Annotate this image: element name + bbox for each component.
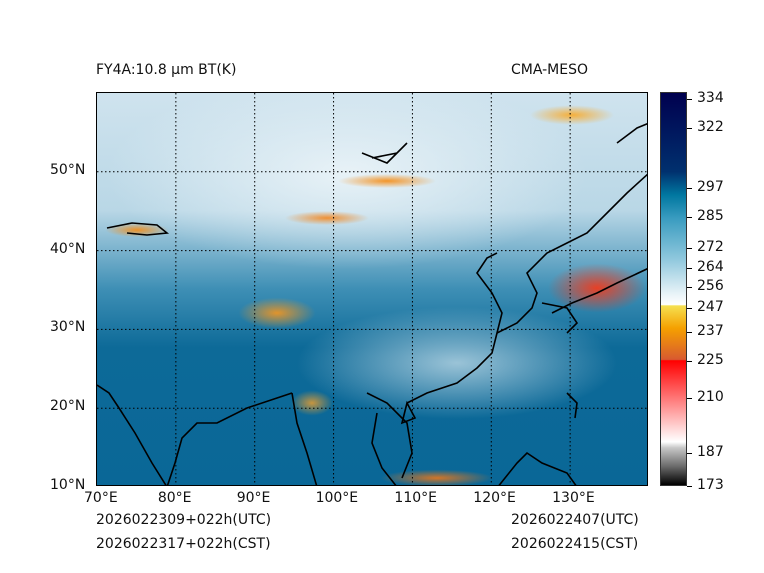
colorbar-tick <box>687 217 692 218</box>
colorbar-tick-label: 173 <box>697 477 724 493</box>
latitude-label: 30°N <box>50 319 86 336</box>
longitude-label: 90°E <box>236 490 271 506</box>
valid-time-cst: 2026022415(CST) <box>511 536 639 552</box>
latitude-label: 40°N <box>50 240 86 257</box>
longitude-label: 80°E <box>157 490 192 506</box>
colorbar-tick-label: 334 <box>697 90 724 106</box>
longitude-label: 120°E <box>473 490 516 506</box>
colorbar-tick <box>687 453 692 454</box>
longitude-label: 70°E <box>84 490 118 506</box>
colorbar-tick-label: 187 <box>697 444 724 460</box>
colorbar-tick-label: 247 <box>697 299 724 315</box>
colorbar-tick <box>687 361 692 362</box>
init-time-cst: 2026022317+022h(CST) <box>96 536 271 552</box>
colorbar-tick <box>687 268 692 269</box>
colorbar-tick <box>687 486 692 487</box>
colorbar-tick-label: 210 <box>697 389 724 405</box>
colorbar-tick-label: 256 <box>697 278 724 294</box>
satellite-map <box>96 92 648 486</box>
colorbar-tick <box>687 99 692 100</box>
latitude-label: 10°N <box>50 477 86 493</box>
colorbar-tick <box>687 128 692 129</box>
colorbar-tick-label: 264 <box>697 259 724 275</box>
colorbar-tick-label: 297 <box>697 179 724 195</box>
valid-time-utc: 2026022407(UTC) <box>511 512 639 528</box>
colorbar-tick <box>687 398 692 399</box>
latitude-label: 50°N <box>50 161 86 178</box>
colorbar-tick <box>687 188 692 189</box>
longitude-label: 130°E <box>552 490 595 506</box>
product-title: FY4A:10.8 µm BT(K) <box>96 62 237 78</box>
colorbar-tick <box>687 248 692 249</box>
colorbar-tick <box>687 332 692 333</box>
longitude-label: 100°E <box>315 490 359 506</box>
graticule <box>97 93 647 485</box>
latitude-label: 20°N <box>50 398 86 415</box>
colorbar-tick-label: 285 <box>697 208 724 224</box>
colorbar <box>660 92 687 486</box>
model-name: CMA-MESO <box>511 62 589 78</box>
coastlines <box>97 122 647 485</box>
colorbar-tick-label: 272 <box>697 239 724 255</box>
colorbar-tick-label: 322 <box>697 119 724 135</box>
colorbar-tick <box>687 287 692 288</box>
colorbar-tick-label: 237 <box>697 323 724 339</box>
colorbar-tick <box>687 308 692 309</box>
init-time-utc: 2026022309+022h(UTC) <box>96 512 272 528</box>
longitude-label: 110°E <box>394 490 437 506</box>
colorbar-tick-label: 225 <box>697 352 724 368</box>
